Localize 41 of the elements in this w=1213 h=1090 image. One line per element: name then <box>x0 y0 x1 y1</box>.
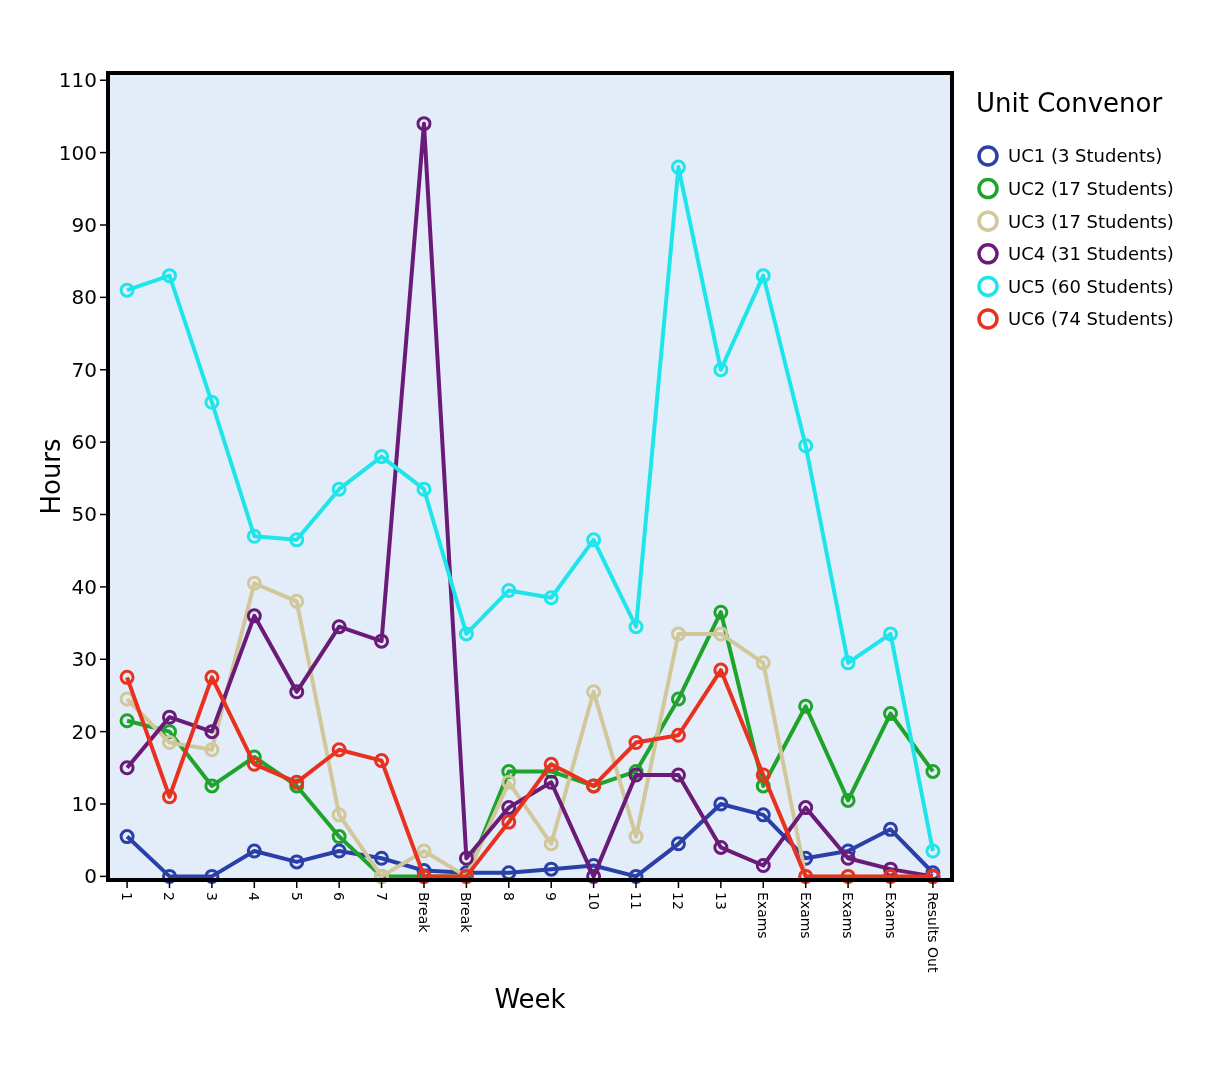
x-tick-label: Exams <box>882 892 899 939</box>
y-tick-label: 100 <box>58 140 97 165</box>
legend-label: UC3 (17 Students) <box>1008 210 1174 232</box>
x-tick-label: 3 <box>203 892 220 901</box>
x-tick-label: 4 <box>246 892 263 901</box>
y-tick-label: 0 <box>84 864 97 889</box>
x-tick-label: 10 <box>585 892 602 910</box>
y-tick-label: 110 <box>58 68 97 93</box>
x-tick-label: Results Out <box>924 892 941 973</box>
y-tick-label: 40 <box>71 574 97 599</box>
x-tick-label: 13 <box>712 892 729 910</box>
y-tick-label: 30 <box>71 647 97 672</box>
y-tick-label: 10 <box>71 792 97 816</box>
legend-label: UC5 (60 Students) <box>1008 275 1174 297</box>
x-tick-label: Exams <box>755 892 772 939</box>
y-tick-label: 50 <box>71 502 97 527</box>
x-tick-label: Break <box>415 892 432 934</box>
y-tick-label: 90 <box>71 212 97 237</box>
x-tick-label: 1 <box>119 892 136 901</box>
x-tick-label: Break <box>458 892 475 934</box>
x-tick-label: 2 <box>161 892 178 901</box>
y-tick-label: 80 <box>71 285 97 310</box>
x-tick-label: Exams <box>797 892 814 939</box>
legend-label: UC4 (31 Students) <box>1008 243 1174 265</box>
y-tick-label: 60 <box>71 430 97 455</box>
x-tick-label: 9 <box>543 892 560 901</box>
x-tick-label: 12 <box>670 892 687 910</box>
y-tick-label: 20 <box>71 719 97 744</box>
x-axis-title: Week <box>494 984 566 1014</box>
legend-label: UC2 (17 Students) <box>1008 177 1174 199</box>
x-tick-label: 6 <box>331 892 348 901</box>
y-tick-label: 70 <box>71 357 97 382</box>
x-tick-label: Exams <box>840 892 857 939</box>
x-tick-label: 11 <box>628 892 645 910</box>
x-tick-label: 5 <box>288 892 305 901</box>
x-tick-label: 8 <box>500 892 517 901</box>
y-axis-title: Hours <box>36 438 66 515</box>
legend-label: UC6 (74 Students) <box>1008 308 1174 330</box>
legend-label: UC1 (3 Students) <box>1008 145 1163 167</box>
x-tick-label: 7 <box>373 892 390 901</box>
legend-title: Unit Convenor <box>976 88 1163 118</box>
